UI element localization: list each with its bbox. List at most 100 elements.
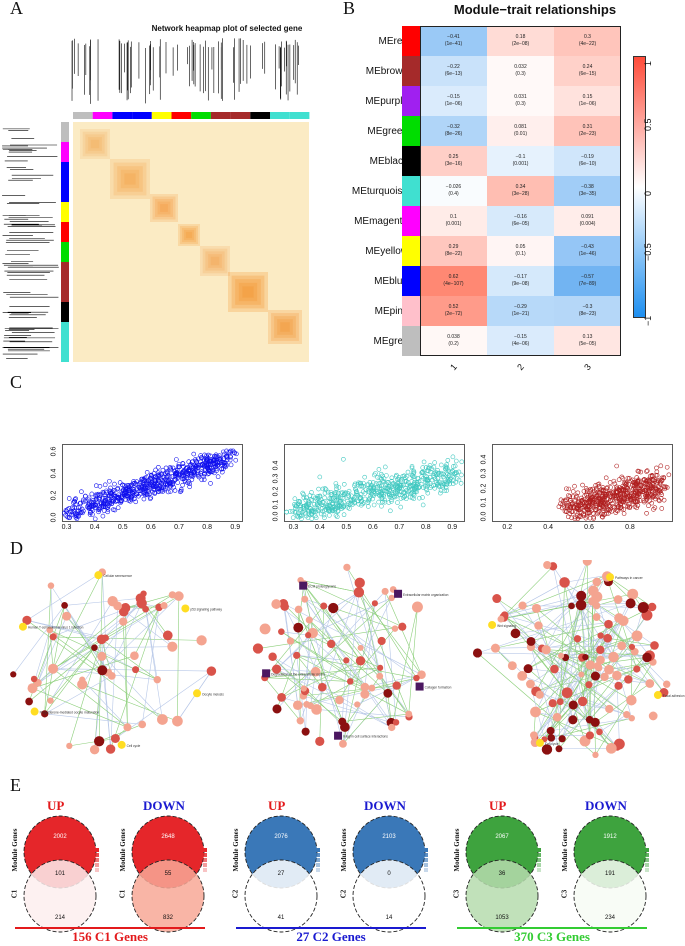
gene-node [534,621,543,630]
module-trait-title: Module−trait relationships [453,2,617,17]
gene-node [140,590,147,597]
gene-node [530,706,541,718]
scatter-point [575,498,581,504]
heatmap-block [185,231,193,239]
gene-node [317,682,327,692]
correlation-value: 0.34 [515,184,526,190]
pathway-node [193,689,202,698]
scatter-point [212,470,217,476]
scatter-point [648,493,654,499]
gene-node [47,582,55,589]
venn-side-label: C1 [118,889,127,899]
scatter-point [79,509,84,515]
scatter-point [315,507,321,513]
gene-node [541,645,551,655]
scatter-point [380,478,385,484]
scatter-point [574,513,580,518]
venn-down [131,815,205,933]
gene-node [339,739,347,748]
scatter-point [655,489,660,495]
pathway-node [94,571,103,580]
scatter-point [341,496,347,501]
gene-node [172,715,183,727]
scatter-point [595,497,600,502]
venn-up [23,815,97,933]
correlation-cell: −0.026 (0.4) [420,176,487,206]
x-tick-label: 0.5 [341,524,352,531]
module-name: MEmagenta [354,216,408,227]
scatter-point [189,477,195,482]
scatter-point [91,497,96,503]
scatter-point [586,507,592,513]
network-edge [304,607,334,692]
network-edge [44,605,65,714]
scatter-point [186,467,191,473]
p-value: (4e−06) [511,341,530,347]
network-edge [495,623,609,649]
gene-node [531,603,542,613]
scatter-point [436,470,441,476]
scatter-point [93,483,99,488]
network-edge [541,648,632,701]
gene-node [310,666,321,677]
venn-cluster-circle [465,859,539,933]
scatter-point [607,508,612,514]
gene-node [79,676,86,683]
scatter-point [334,483,339,489]
network-edge [504,615,610,710]
plot-frame [62,444,243,522]
gene-node [613,595,623,604]
heatmap-block [271,313,299,341]
gene-node [388,594,395,602]
scatter-point [224,448,229,454]
scatter-point [133,491,139,496]
scatter-point [156,479,162,484]
pathway-node [653,691,662,700]
gene-node [518,601,527,610]
y-tick-label: 0.4 [50,468,58,479]
scatter-point [417,484,423,489]
module-color-cell [171,112,192,119]
venn-down [352,815,426,933]
venn-side-label: C1 [10,889,19,899]
correlation-cell: −0.29 (1e−21) [487,296,554,326]
scatter-point [340,490,345,495]
scatter-point [172,488,178,493]
scatter-point [102,482,108,488]
gene-node [377,664,384,671]
scatter-point [206,468,212,474]
correlation-value: 0.3 [584,34,591,40]
scatter-point [368,493,374,499]
p-value: (1e−06) [578,101,597,107]
x-tick-label: 0.5 [117,524,128,531]
scatter-point [654,472,660,478]
y-tick-label: 0.4 [272,460,280,471]
p-value: (0.3) [515,101,526,107]
scatter-point [144,470,150,475]
module-color-swatch [402,236,420,266]
gene-node [568,602,575,610]
scatter-point [409,464,415,469]
scatter-point [362,491,368,496]
scatter-point [636,491,641,496]
gene-node [526,679,535,689]
scatter-point [152,477,158,483]
scatter-point [600,503,606,509]
scatter-point [607,498,613,503]
scatter-point [597,490,603,496]
scatter-point [333,493,339,499]
scatter-point [107,478,112,484]
module-color-cell [270,112,290,119]
x-tick-label: 0.9 [230,524,241,531]
pathway-node [299,581,308,590]
gene-node [392,681,401,690]
correlation-value: 0.24 [582,64,593,70]
scatter-point [400,495,406,501]
scatter-point [312,504,318,510]
scatter-point [411,474,417,479]
gene-node [376,672,384,680]
gene-node [613,738,625,750]
network-edge [391,606,418,728]
scatter-point [631,493,636,499]
scatter-point [303,503,309,509]
